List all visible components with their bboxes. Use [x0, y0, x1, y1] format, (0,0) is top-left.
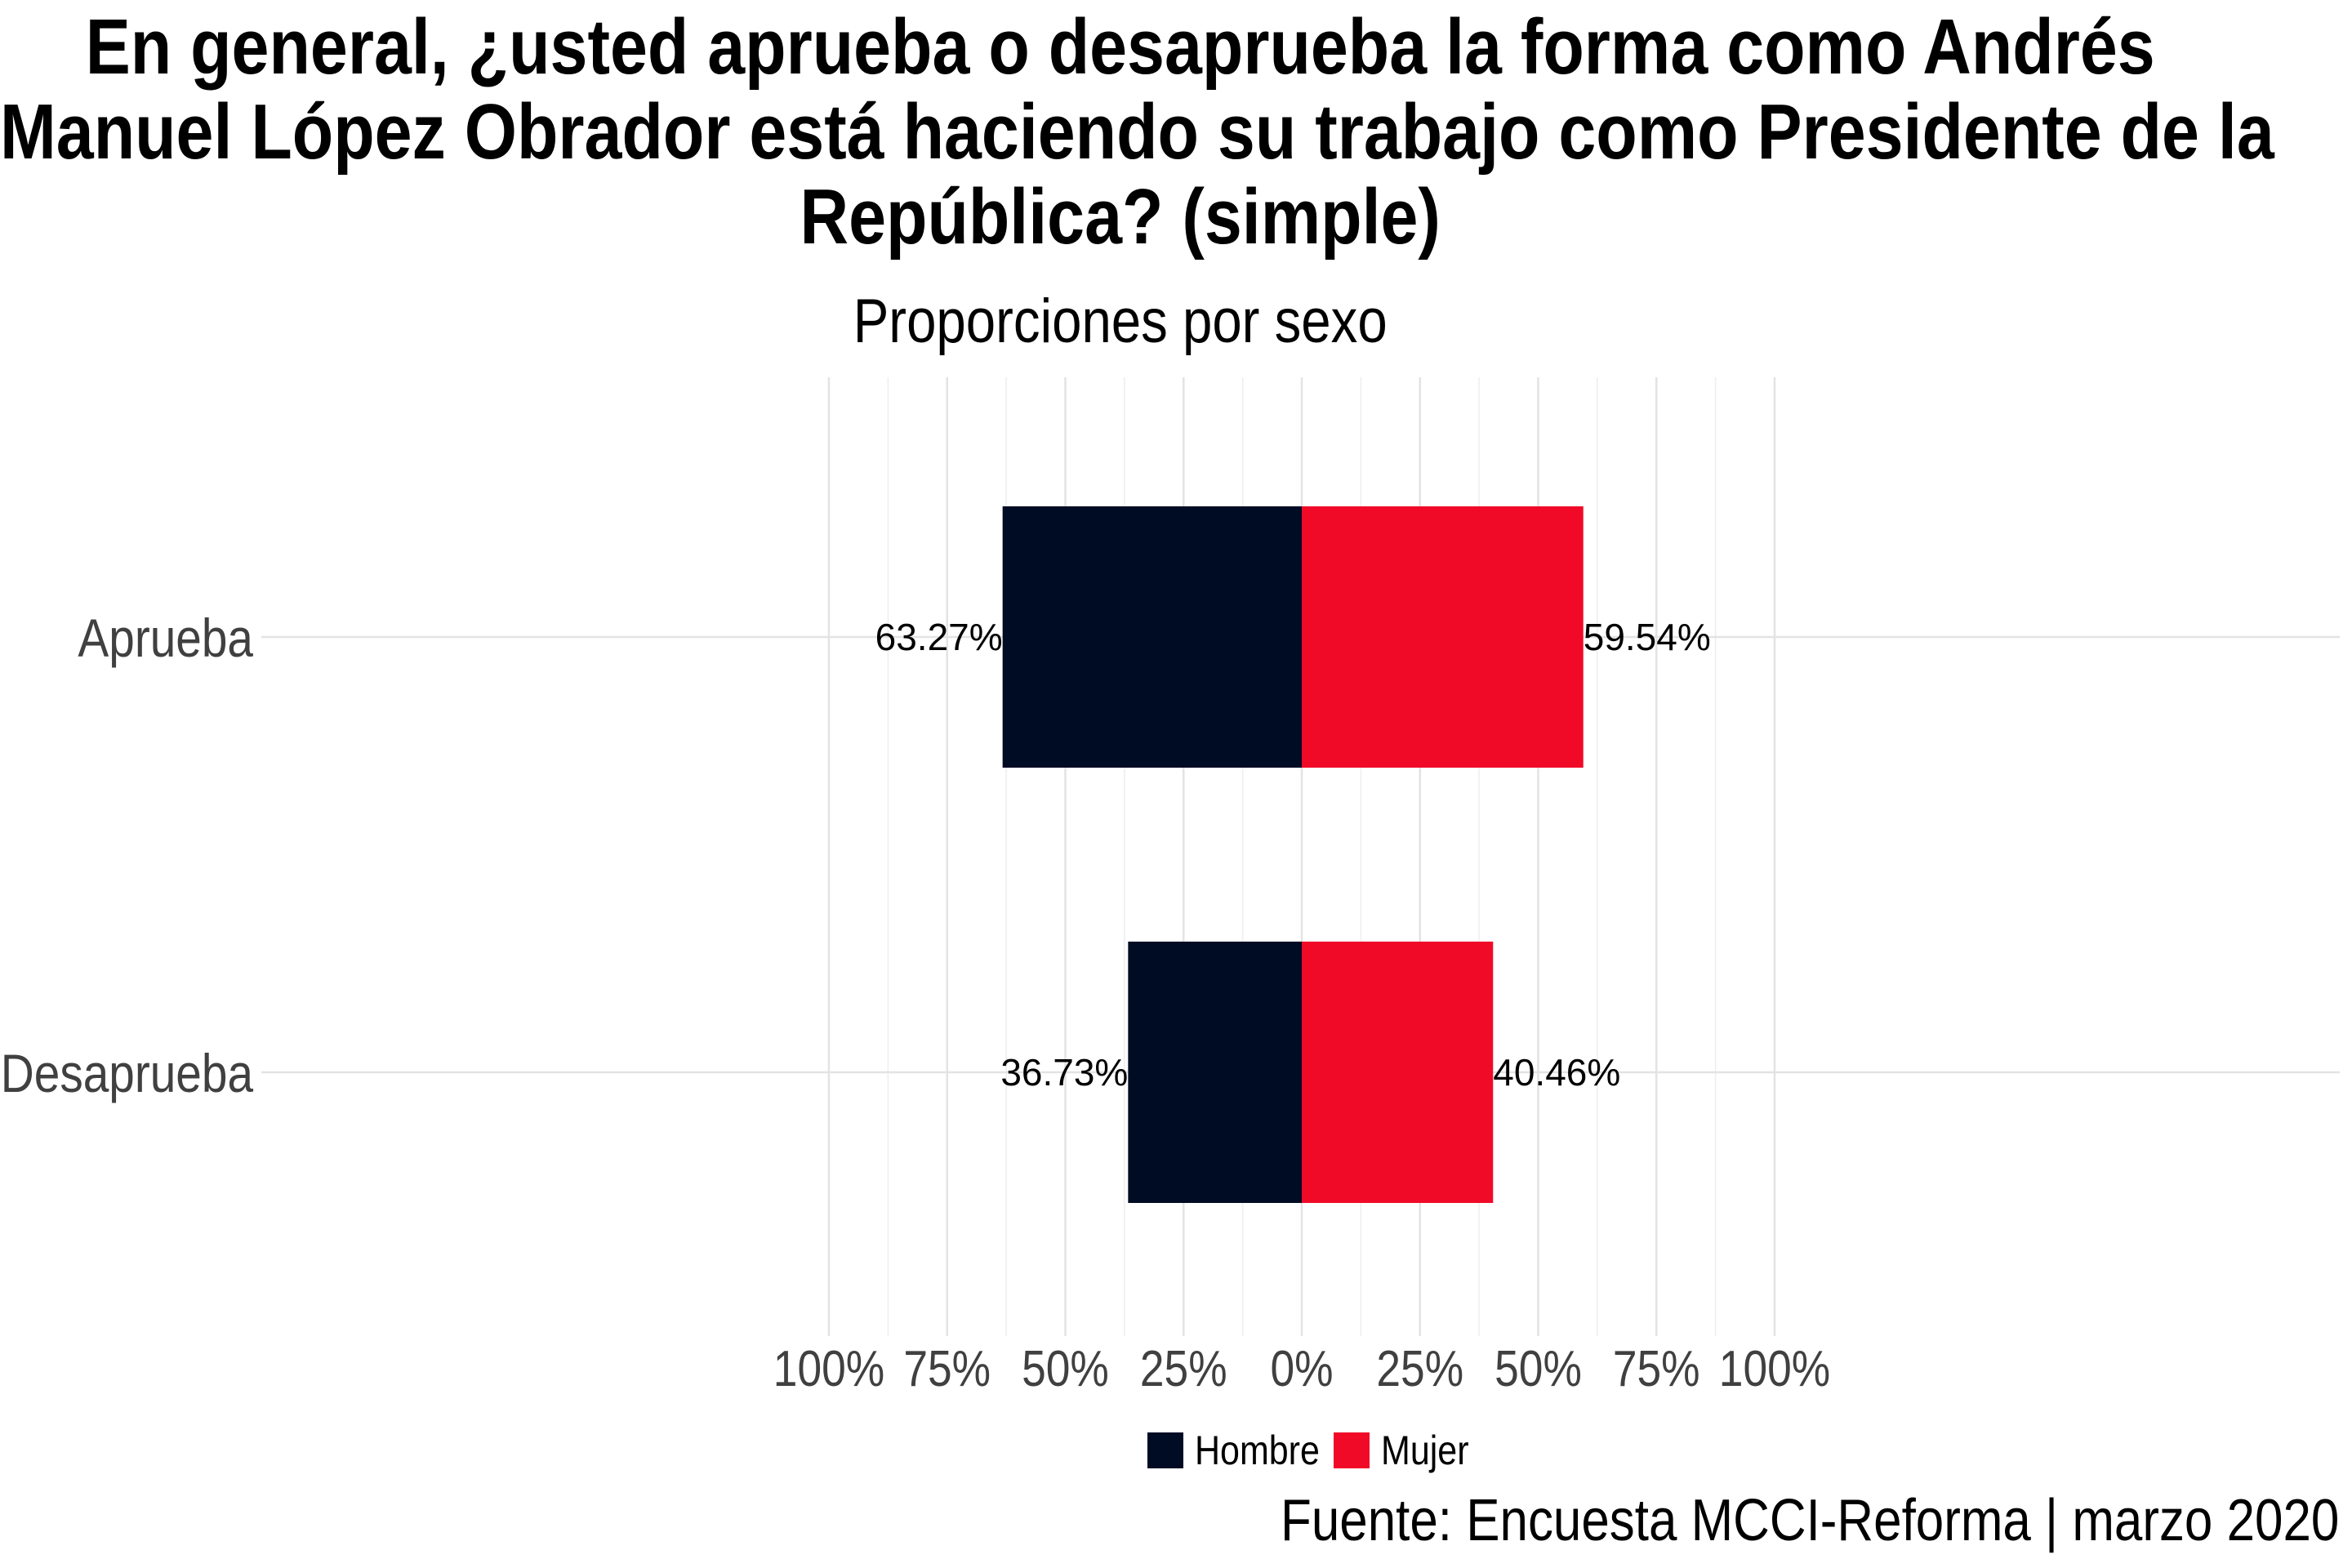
bar-hombre-desaprueba — [1128, 942, 1302, 1203]
chart-subtitle: Proporciones por sexo — [853, 287, 1388, 356]
data-label: 59.54% — [1584, 616, 1711, 658]
x-tick-label: 50% — [1022, 1341, 1109, 1397]
chart-title-line-2: Manuel López Obrador está haciendo su tr… — [0, 88, 2274, 176]
legend-label-hombre: Hombre — [1195, 1428, 1320, 1473]
x-tick-label: 25% — [1376, 1341, 1463, 1397]
bar-mujer-aprueba — [1302, 506, 1584, 768]
legend-label-mujer: Mujer — [1381, 1428, 1469, 1473]
legend-swatch-hombre — [1147, 1432, 1183, 1468]
x-tick-label: 100% — [773, 1341, 884, 1397]
x-tick-label: 0% — [1270, 1341, 1333, 1397]
bar-hombre-aprueba — [1002, 506, 1302, 768]
y-axis-label: Aprueba — [78, 608, 253, 669]
data-labels: 63.27% 36.73% 59.54% 40.46% — [875, 616, 1711, 1094]
x-tick-label: 75% — [903, 1341, 991, 1397]
x-tick-label: 25% — [1140, 1341, 1227, 1397]
data-label: 63.27% — [875, 616, 1003, 658]
data-label: 40.46% — [1493, 1051, 1620, 1094]
y-axis-label: Desaprueba — [1, 1044, 254, 1104]
bar-mujer-desaprueba — [1302, 942, 1494, 1203]
chart-caption: Fuente: Encuesta MCCI-Reforma | marzo 20… — [1280, 1488, 2339, 1553]
chart-title: En general, ¿usted aprueba o desaprueba … — [0, 3, 2274, 261]
x-tick-label: 75% — [1613, 1341, 1700, 1397]
x-tick-label: 50% — [1494, 1341, 1582, 1397]
chart-title-line-1: En general, ¿usted aprueba o desaprueba … — [85, 3, 2155, 91]
x-axis-tick-labels: 100% 75% 50% 25% 0% 25% 50% 75% 100% — [773, 1341, 1830, 1397]
chart-title-line-3: República? (simple) — [800, 173, 1441, 261]
data-label: 36.73% — [1000, 1051, 1128, 1094]
y-axis-labels: Aprueba Desaprueba — [1, 608, 254, 1104]
x-tick-label: 100% — [1719, 1341, 1830, 1397]
legend-swatch-mujer — [1334, 1432, 1370, 1468]
legend: Hombre Mujer — [1147, 1428, 1469, 1473]
bars — [1002, 506, 1584, 1203]
